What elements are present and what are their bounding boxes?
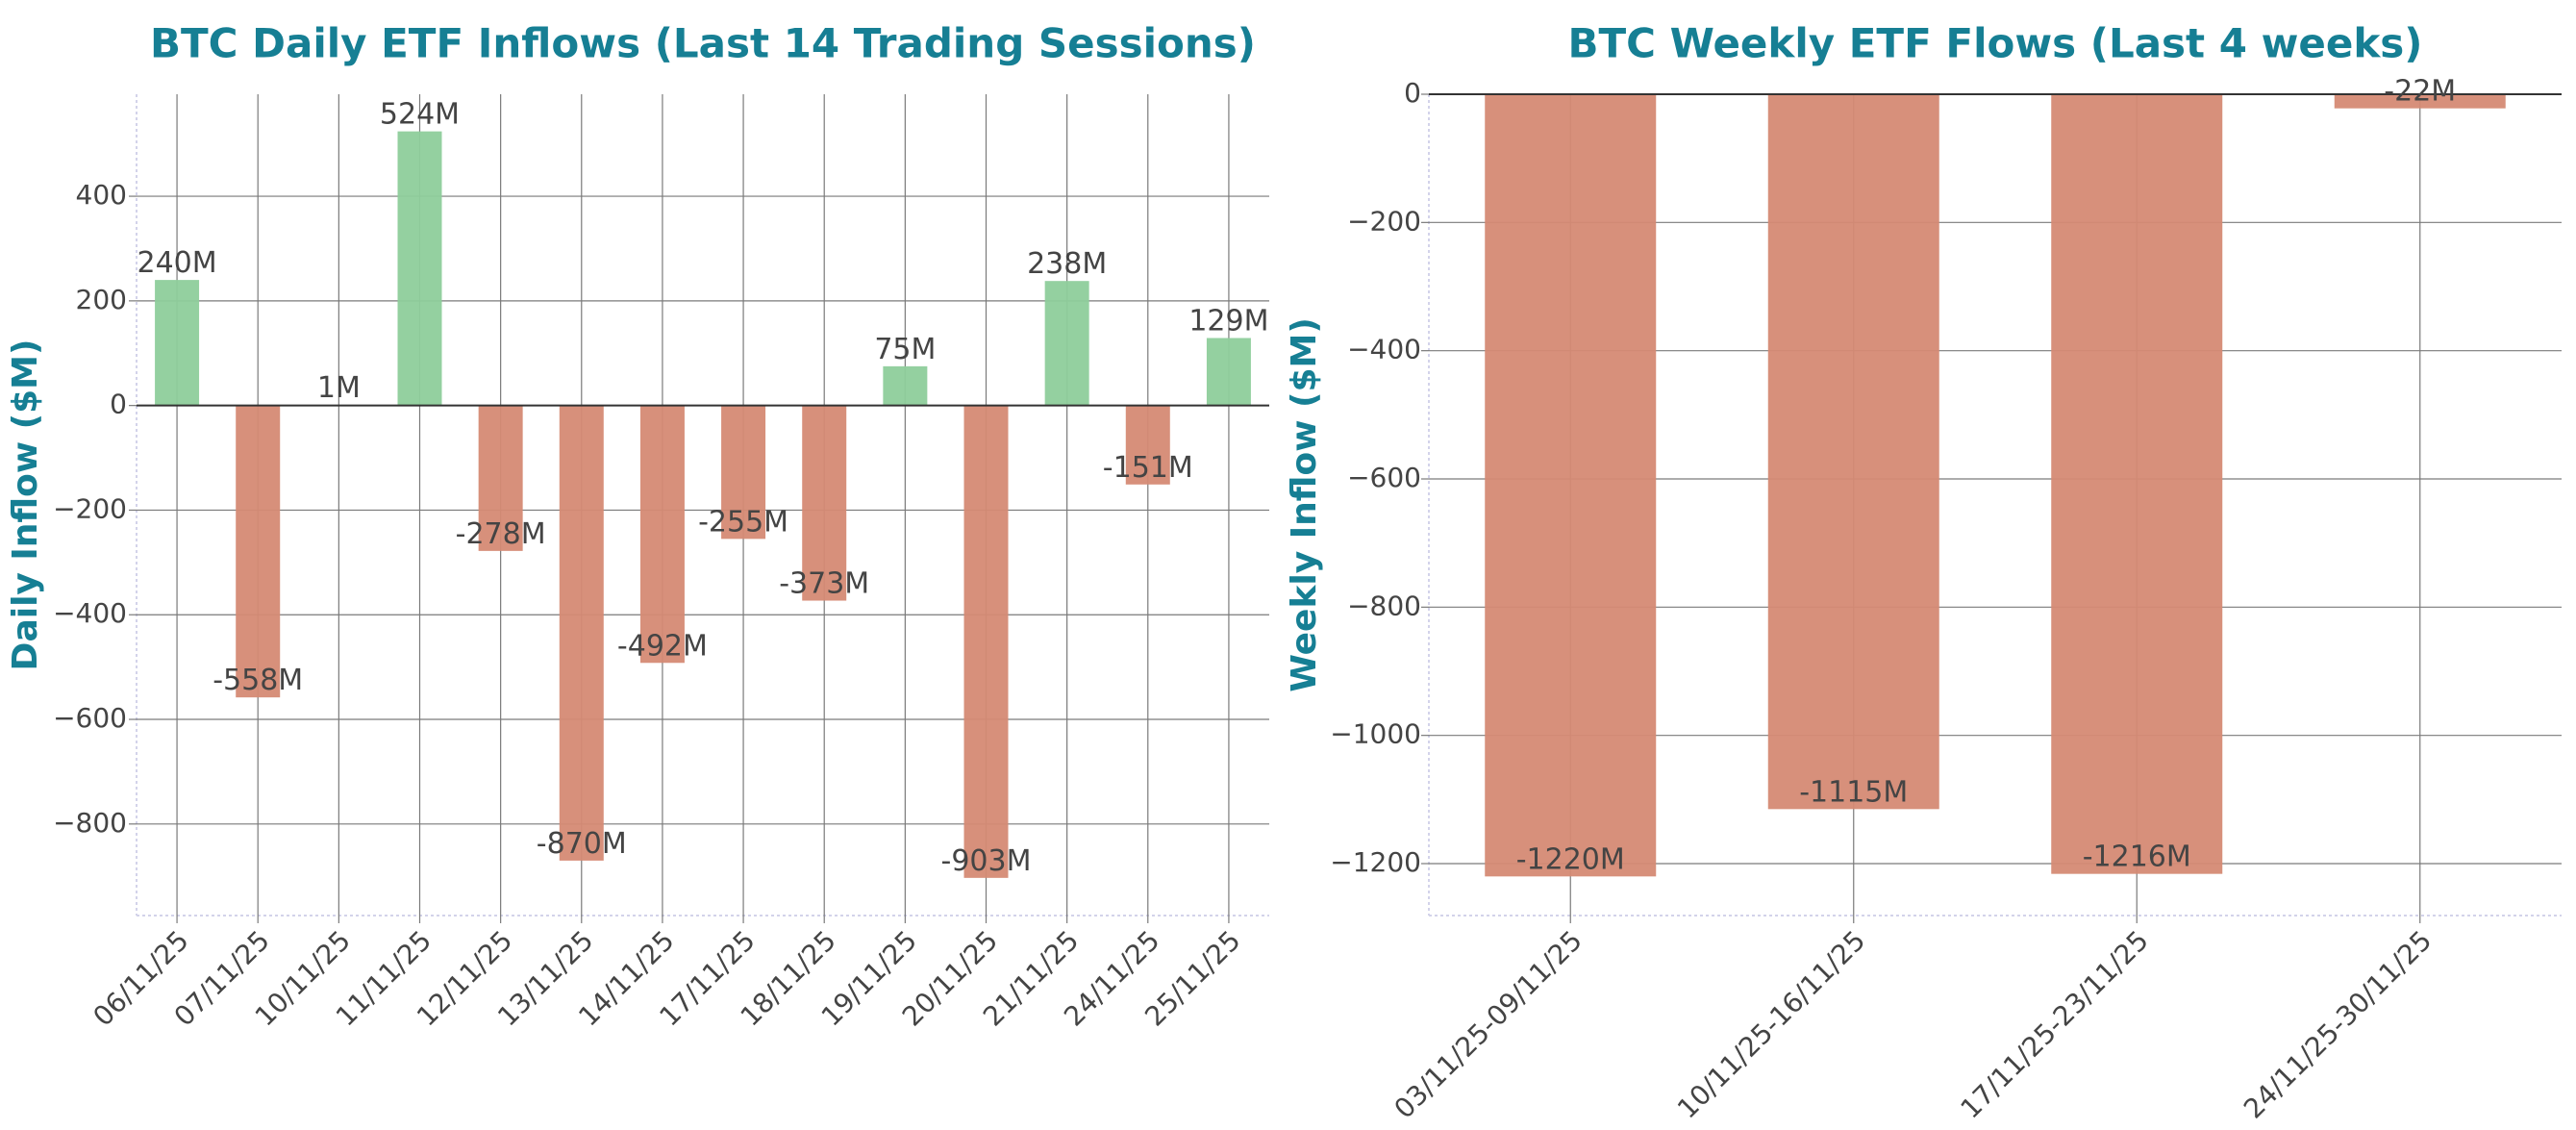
weekly-y-tick-label: 0 xyxy=(1404,77,1421,109)
daily-data-label: -558M xyxy=(213,664,303,697)
daily-data-label: -255M xyxy=(698,505,788,539)
daily-bar xyxy=(721,405,766,540)
weekly-x-tick-label: 03/11/25-09/11/25 xyxy=(1388,924,1588,1124)
daily-y-tick-label: −400 xyxy=(53,597,127,629)
daily-y-tick-label: −600 xyxy=(53,702,127,734)
daily-bar xyxy=(236,405,281,698)
daily-data-label: 524M xyxy=(380,98,460,132)
daily-bar xyxy=(883,365,928,406)
daily-data-label: 238M xyxy=(1027,247,1107,281)
daily-bar xyxy=(639,405,685,664)
daily-y-tick-label: −800 xyxy=(53,807,127,839)
weekly-bar xyxy=(1767,94,1939,810)
weekly-data-label: -1220M xyxy=(1516,842,1625,876)
weekly-x-tick-label: 10/11/25-16/11/25 xyxy=(1671,924,1871,1124)
weekly-x-tick-label: 17/11/25-23/11/25 xyxy=(1955,924,2155,1124)
daily-data-label: -373M xyxy=(779,567,869,601)
weekly-chart-title: BTC Weekly ETF Flows (Last 4 weeks) xyxy=(1568,20,2423,67)
daily-y-tick-label: 400 xyxy=(76,179,127,211)
weekly-data-label: -22M xyxy=(2384,75,2456,109)
weekly-bar xyxy=(1485,94,1657,877)
daily-y-tick-label: 200 xyxy=(76,284,127,315)
weekly-y-tick-label: −400 xyxy=(1347,334,1421,365)
weekly-data-label: -1115M xyxy=(1799,775,1908,809)
daily-y-axis-label: Daily Inflow ($M) xyxy=(6,339,45,671)
daily-bar xyxy=(559,405,604,861)
daily-data-label: 1M xyxy=(317,371,361,405)
weekly-y-tick-label: −1200 xyxy=(1330,846,1421,878)
daily-bar xyxy=(802,405,847,601)
weekly-y-tick-label: −1000 xyxy=(1330,718,1421,750)
daily-data-label: -870M xyxy=(537,827,627,861)
daily-y-tick-label: 0 xyxy=(110,389,127,420)
weekly-data-label: -1216M xyxy=(2083,841,2191,874)
weekly-y-tick-label: −800 xyxy=(1347,590,1421,621)
daily-data-label: -903M xyxy=(941,844,1032,878)
daily-bar xyxy=(1125,405,1170,485)
daily-y-tick-label: −200 xyxy=(53,492,127,524)
weekly-y-axis-label: Weekly Inflow ($M) xyxy=(1285,317,1324,692)
daily-bar xyxy=(478,405,523,551)
weekly-bar xyxy=(2334,94,2506,109)
weekly-y-tick-label: −200 xyxy=(1347,205,1421,237)
daily-data-label: 129M xyxy=(1188,304,1268,338)
daily-bar xyxy=(155,280,200,406)
daily-bar xyxy=(397,131,442,406)
daily-data-label: 240M xyxy=(137,246,216,280)
weekly-bar xyxy=(2051,94,2223,874)
daily-data-label: -151M xyxy=(1103,451,1193,485)
daily-bar xyxy=(1044,281,1089,406)
weekly-x-tick-label: 24/11/25-30/11/25 xyxy=(2238,924,2438,1124)
daily-data-label: 75M xyxy=(874,333,936,366)
daily-bar xyxy=(1206,338,1251,406)
daily-chart-title: BTC Daily ETF Inflows (Last 14 Trading S… xyxy=(150,20,1256,67)
daily-data-label: -492M xyxy=(617,629,708,663)
daily-bar xyxy=(963,405,1009,878)
daily-data-label: -278M xyxy=(456,517,546,551)
weekly-y-tick-label: −600 xyxy=(1347,462,1421,493)
